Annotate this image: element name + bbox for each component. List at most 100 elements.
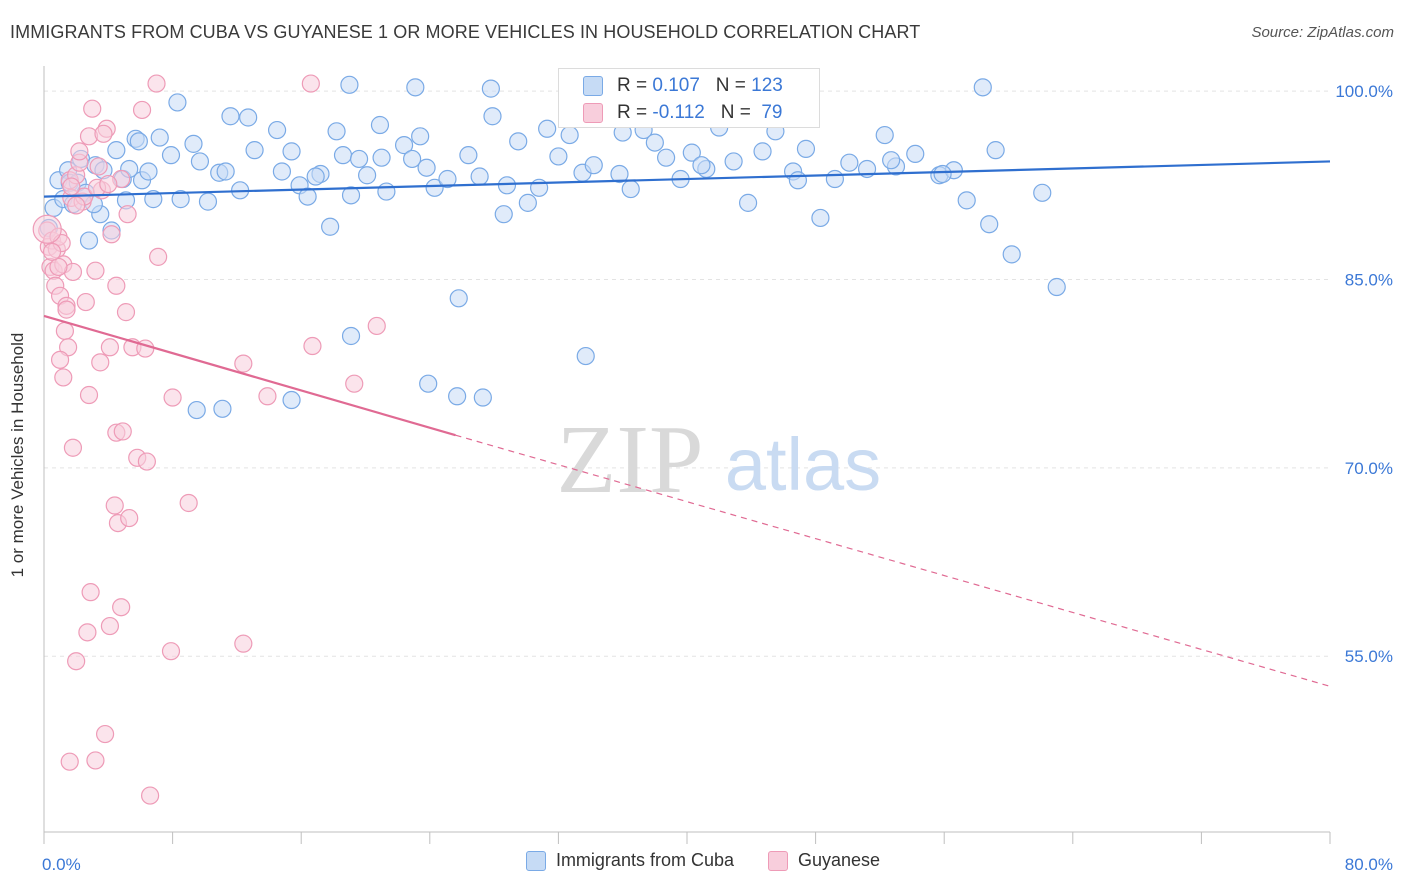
point-guyanese-50	[78, 623, 97, 642]
point-cuba-36	[267, 120, 287, 140]
watermark-zip: ZIP	[557, 406, 704, 514]
point-cuba-48	[370, 115, 390, 135]
point-cuba-27	[184, 134, 203, 153]
chart-source: Source: ZipAtlas.com	[1251, 24, 1394, 41]
point-cuba-91	[906, 144, 925, 164]
point-cuba-56	[449, 289, 468, 308]
point-cuba-15	[107, 141, 126, 160]
point-guyanese-73	[99, 174, 118, 194]
point-cuba-121	[481, 79, 500, 98]
point-cuba-31	[216, 162, 235, 181]
trendline-guyanese-extrapolated	[455, 434, 1331, 687]
point-cuba-109	[306, 167, 325, 186]
y-axis-label: 1 or more Vehicles in Household	[8, 332, 27, 578]
point-guyanese-27	[107, 276, 126, 295]
point-cuba-42	[321, 217, 340, 236]
point-cuba-24	[161, 146, 181, 165]
point-guyanese-54	[67, 652, 86, 671]
point-guyanese-26	[102, 225, 121, 244]
point-cuba-58	[470, 167, 489, 186]
point-guyanese-67	[57, 300, 76, 319]
x-tick-labels: 0.0% 80.0%	[42, 855, 1393, 874]
point-guyanese-38	[91, 353, 110, 372]
point-guyanese-19	[76, 292, 95, 312]
point-guyanese-77	[62, 177, 81, 196]
point-guyanese-43	[137, 452, 156, 471]
point-cuba-43	[327, 122, 346, 141]
point-guyanese-52	[161, 642, 181, 661]
y-tick-label-3: 55.0%	[1345, 647, 1393, 666]
point-guyanese-44	[105, 496, 124, 515]
trendlines	[43, 160, 1331, 687]
series-guyanese	[32, 74, 386, 805]
point-cuba-76	[682, 143, 701, 162]
point-cuba-35	[245, 141, 264, 160]
point-cuba-96	[1002, 245, 1021, 264]
point-guyanese-33	[163, 388, 182, 407]
point-guyanese-59	[234, 354, 253, 373]
point-cuba-95	[980, 215, 999, 234]
point-cuba-34	[239, 108, 258, 127]
point-cuba-23	[150, 128, 169, 147]
point-guyanese-47	[179, 493, 198, 513]
point-guyanese-39	[100, 338, 120, 357]
point-cuba-51	[403, 149, 422, 169]
point-cuba-98	[1047, 277, 1066, 297]
point-cuba-103	[341, 326, 361, 346]
watermark: ZIP atlas	[557, 406, 882, 514]
point-guyanese-55	[95, 724, 115, 744]
point-cuba-68	[584, 156, 603, 175]
point-cuba-70	[610, 164, 629, 184]
chart-title: IMMIGRANTS FROM CUBA VS GUYANESE 1 OR MO…	[10, 22, 921, 42]
point-cuba-52	[411, 127, 430, 146]
point-cuba-29	[198, 192, 218, 211]
y-tick-label-1: 85.0%	[1345, 270, 1393, 289]
point-guyanese-37	[79, 385, 99, 405]
point-cuba-113	[692, 156, 711, 175]
point-guyanese-63	[367, 316, 386, 336]
stats-text-cuba: R = 0.107 N = 123	[617, 75, 783, 96]
point-guyanese-48	[81, 583, 100, 602]
legend-item-cuba[interactable]: Immigrants from Cuba	[525, 850, 734, 871]
point-cuba-79	[724, 152, 743, 171]
legend-item-guyanese[interactable]: Guyanese	[768, 850, 880, 871]
point-cuba-116	[933, 164, 952, 184]
point-guyanese-58	[140, 786, 160, 805]
point-cuba-32	[221, 107, 240, 126]
point-cuba-84	[796, 139, 816, 158]
point-guyanese-36	[63, 438, 83, 457]
stats-swatch-guyanese	[583, 103, 603, 123]
y-tick-labels: 100.0% 85.0% 70.0% 55.0%	[1335, 82, 1393, 666]
point-cuba-21	[139, 162, 158, 181]
point-guyanese-23	[89, 157, 108, 176]
point-cuba-45	[341, 186, 361, 205]
point-cuba-86	[825, 169, 844, 189]
point-cuba-89	[875, 125, 894, 145]
point-cuba-59	[483, 107, 502, 126]
point-guyanese-10	[55, 321, 74, 341]
point-guyanese-49	[112, 598, 131, 617]
stats-box: R = 0.107 N = 123 R = -0.112 N = 79	[558, 68, 820, 128]
point-cuba-54	[425, 178, 444, 197]
point-cuba-123	[973, 78, 992, 97]
point-cuba-108	[129, 132, 148, 151]
point-guyanese-46	[120, 508, 139, 528]
point-guyanese-29	[118, 205, 137, 224]
point-guyanese-62	[345, 374, 364, 393]
point-guyanese-66	[94, 124, 113, 143]
point-guyanese-74	[116, 303, 136, 322]
point-cuba-99	[419, 374, 438, 393]
point-cuba-49	[377, 182, 396, 201]
point-cuba-40	[298, 187, 317, 206]
point-cuba-106	[213, 399, 232, 418]
y-tick-label-2: 70.0%	[1345, 459, 1393, 478]
trendline-cuba	[43, 160, 1331, 198]
point-cuba-65	[549, 147, 568, 166]
stats-swatch-cuba	[583, 76, 603, 96]
legend: Immigrants from Cuba Guyanese	[0, 850, 1406, 871]
point-guyanese-72	[67, 196, 86, 215]
point-cuba-57	[459, 146, 478, 165]
point-cuba-111	[497, 176, 517, 195]
point-cuba-105	[187, 400, 206, 420]
